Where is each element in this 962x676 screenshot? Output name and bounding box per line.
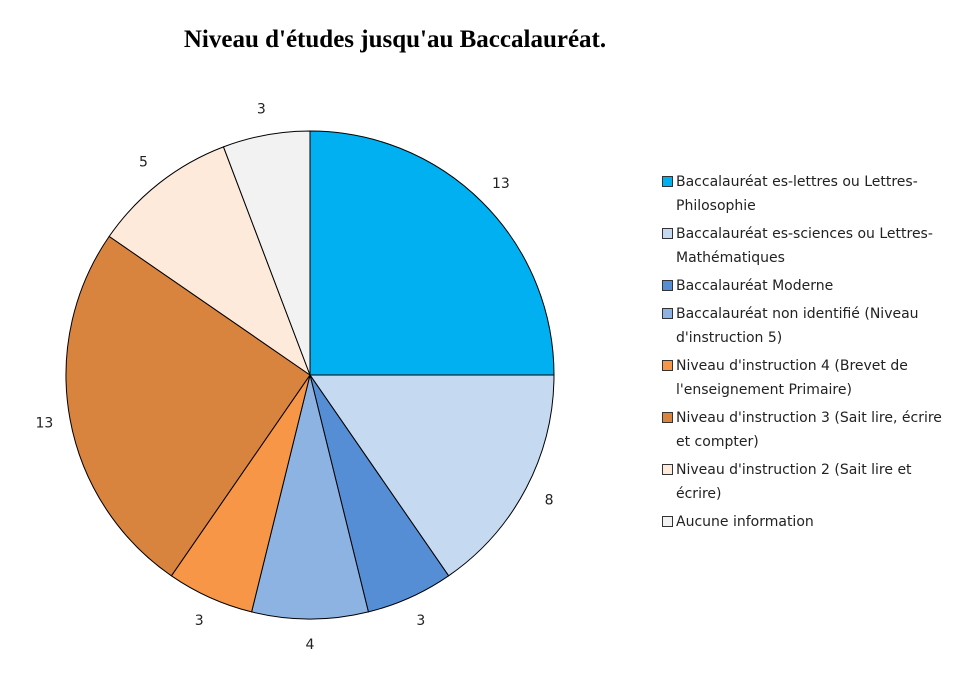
legend-swatch: [662, 412, 673, 423]
legend-label: Baccalauréat non identifié (Niveau d'ins…: [676, 306, 919, 346]
legend-swatch: [662, 280, 673, 291]
slice-value-label: 5: [139, 154, 148, 170]
pie-slice-7: [108, 146, 312, 377]
slice-value-label: 13: [492, 176, 510, 192]
legend-item: Baccalauréat non identifié (Niveau d'ins…: [660, 302, 960, 350]
slice-value-label: 13: [36, 416, 54, 432]
legend-item: Niveau d'instruction 2 (Sait lire et écr…: [660, 458, 960, 506]
slice-value-label: 4: [306, 637, 315, 653]
legend-item: Aucune information: [660, 510, 960, 534]
legend-swatch: [662, 176, 673, 187]
pie-slice-8: [222, 130, 311, 376]
pie-slice-6: [65, 235, 311, 577]
chart-title: Niveau d'études jusqu'au Baccalauréat.: [183, 26, 607, 53]
pie-slice-4: [251, 374, 369, 620]
legend-label: Baccalauréat es-sciences ou Lettres-Math…: [676, 226, 933, 266]
pie-slices: [65, 130, 555, 620]
slice-value-label: 3: [416, 613, 425, 629]
legend-label: Aucune information: [676, 514, 814, 530]
slice-value-label: 8: [545, 492, 554, 508]
legend-swatch: [662, 516, 673, 527]
slice-value-label: 3: [257, 101, 266, 117]
legend-swatch: [662, 464, 673, 475]
legend-label: Baccalauréat Moderne: [676, 278, 834, 294]
legend: Baccalauréat es-lettres ou Lettres-Philo…: [660, 170, 960, 538]
legend-item: Baccalauréat Moderne: [660, 274, 960, 298]
legend-label: Niveau d'instruction 2 (Sait lire et écr…: [676, 462, 912, 502]
legend-item: Niveau d'instruction 4 (Brevet de l'ense…: [660, 354, 960, 402]
legend-label: Baccalauréat es-lettres ou Lettres-Philo…: [676, 174, 918, 214]
legend-swatch: [662, 308, 673, 319]
legend-swatch: [662, 360, 673, 371]
legend-item: Niveau d'instruction 3 (Sait lire, écrir…: [660, 406, 960, 454]
legend-swatch: [662, 228, 673, 239]
legend-label: Niveau d'instruction 3 (Sait lire, écrir…: [676, 410, 942, 450]
pie-slice-1: [309, 130, 555, 376]
legend-item: Baccalauréat es-lettres ou Lettres-Philo…: [660, 170, 960, 218]
legend-item: Baccalauréat es-sciences ou Lettres-Math…: [660, 222, 960, 270]
slice-labels: 13 8 3 4 3 13 5 3: [36, 101, 554, 653]
legend-label: Niveau d'instruction 4 (Brevet de l'ense…: [676, 358, 908, 398]
slice-value-label: 3: [195, 613, 204, 629]
pie-slice-2: [309, 374, 555, 577]
